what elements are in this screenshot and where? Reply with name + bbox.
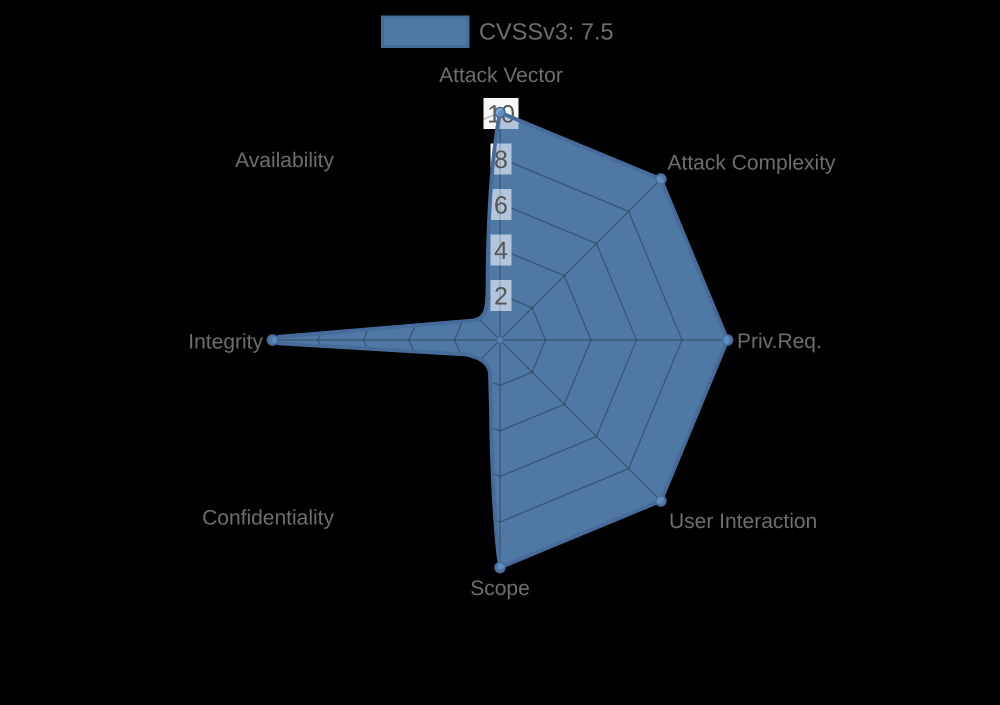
svg-text:CVSSv3: 7.5: CVSSv3: 7.5 [479, 19, 614, 45]
svg-text:Availability: Availability [235, 149, 334, 172]
svg-text:8: 8 [494, 146, 508, 174]
svg-text:4: 4 [494, 237, 508, 265]
svg-text:Attack Complexity: Attack Complexity [668, 152, 837, 175]
svg-text:6: 6 [494, 191, 508, 219]
svg-text:Priv.Req.: Priv.Req. [737, 330, 822, 353]
svg-text:User Interaction: User Interaction [669, 510, 817, 533]
svg-text:Attack Vector: Attack Vector [439, 64, 563, 87]
svg-text:Scope: Scope [470, 577, 530, 600]
svg-text:Confidentiality: Confidentiality [202, 507, 334, 530]
svg-text:2: 2 [494, 282, 508, 310]
svg-text:Integrity: Integrity [188, 331, 263, 354]
